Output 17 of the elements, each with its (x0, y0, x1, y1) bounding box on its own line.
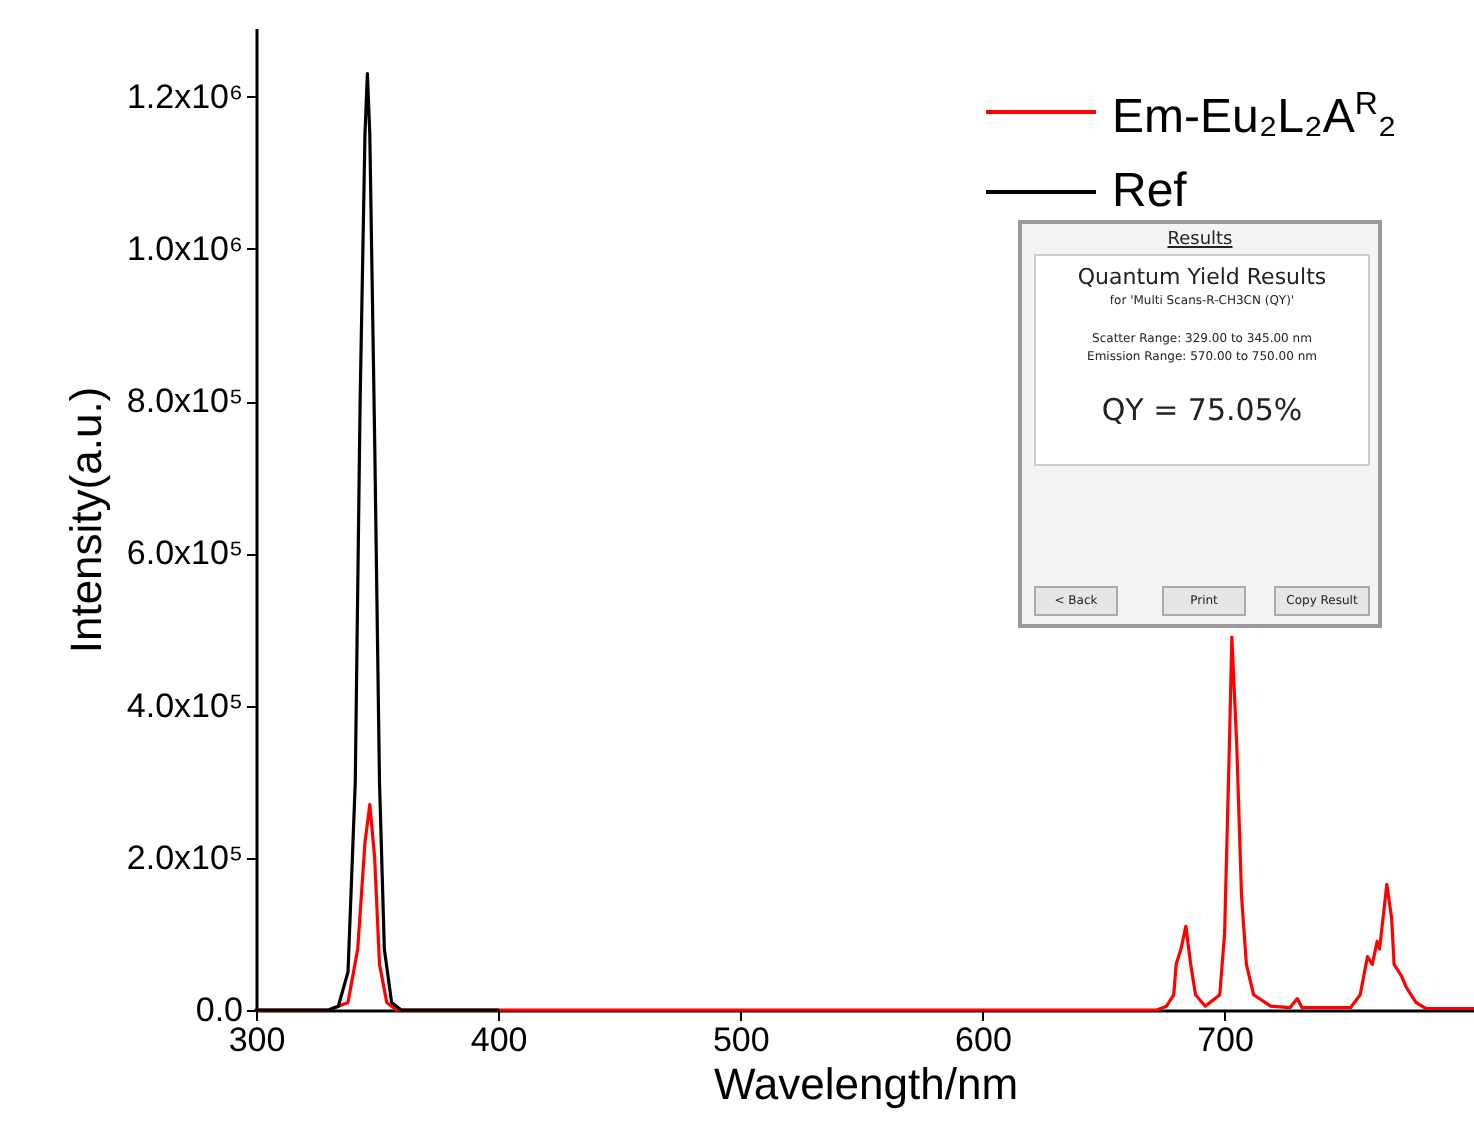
x-axis-title: Wavelength/nm (713, 1059, 1019, 1109)
annotation: Quantum Yield Results (1075, 264, 1329, 290)
x-tick-label: 600 (955, 1021, 1012, 1059)
y-tick-label: 6.0x10⁵ (126, 534, 243, 573)
y-tick-label: 1.2x10⁶ (126, 77, 243, 116)
annotation: Results (1165, 230, 1235, 250)
legend-label: Em-Eu₂L₂A$^{R}$₂ (1112, 86, 1397, 148)
annotation: QY = 75.05% (1099, 392, 1305, 428)
y-tick-label: 2.0x10⁵ (126, 838, 243, 877)
legend-label: Ref (1112, 162, 1187, 222)
x-tick-label: 400 (470, 1021, 528, 1059)
y-axis-title: Intensity(a.u.) (60, 386, 111, 654)
y-tick-label: 1.0x10⁶ (126, 229, 243, 268)
x-tick-label: 700 (1197, 1021, 1254, 1059)
x-tick-label: 500 (712, 1021, 770, 1059)
y-tick-label: 4.0x10⁵ (126, 686, 243, 725)
y-tick-label: 8.0x10⁵ (126, 382, 243, 421)
